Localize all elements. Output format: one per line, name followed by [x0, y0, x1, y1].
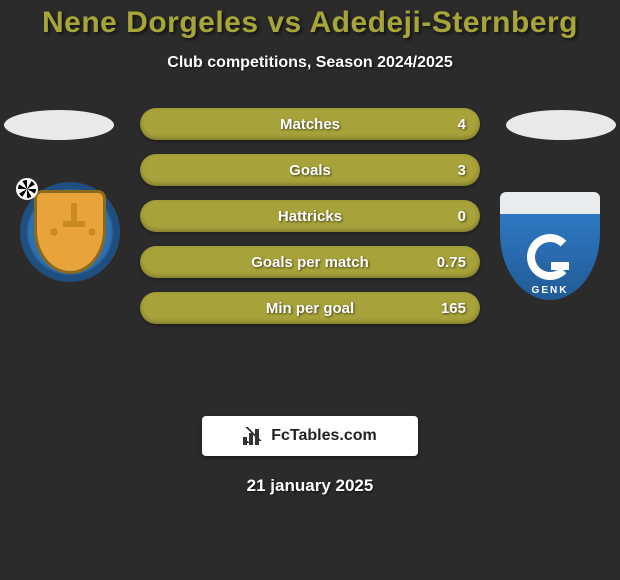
club-crest-right: GENK: [500, 192, 600, 300]
brand-text: FcTables.com: [271, 427, 377, 445]
stat-value: 165: [441, 300, 466, 317]
club-crest-left: [20, 182, 120, 282]
football-icon: [16, 178, 38, 200]
stat-label: Min per goal: [266, 300, 354, 317]
stat-label: Goals per match: [251, 254, 369, 271]
stat-value: 0: [458, 208, 466, 225]
stat-bar: Hattricks 0: [140, 200, 480, 232]
stat-value: 4: [458, 116, 466, 133]
stat-label: Goals: [289, 162, 331, 179]
comparison-panel: GENK Matches 4 Goals 3 Hattricks 0 Goals…: [0, 102, 620, 402]
date-label: 21 january 2025: [0, 476, 620, 496]
subtitle: Club competitions, Season 2024/2025: [0, 54, 620, 72]
stat-bar: Min per goal 165: [140, 292, 480, 324]
stat-bar: Goals 3: [140, 154, 480, 186]
stats-bars: Matches 4 Goals 3 Hattricks 0 Goals per …: [140, 108, 480, 338]
player-placeholder-right: [506, 110, 616, 140]
stat-bar: Matches 4: [140, 108, 480, 140]
barchart-icon: [243, 427, 265, 445]
brand-badge[interactable]: FcTables.com: [202, 416, 418, 456]
stat-value: 0.75: [437, 254, 466, 271]
crest-label: GENK: [500, 285, 600, 296]
stat-label: Matches: [280, 116, 340, 133]
stat-bar: Goals per match 0.75: [140, 246, 480, 278]
letter-g-icon: [527, 234, 573, 280]
stat-value: 3: [458, 162, 466, 179]
page-title: Nene Dorgeles vs Adedeji-Sternberg: [0, 0, 620, 40]
stat-label: Hattricks: [278, 208, 342, 225]
player-placeholder-left: [4, 110, 114, 140]
